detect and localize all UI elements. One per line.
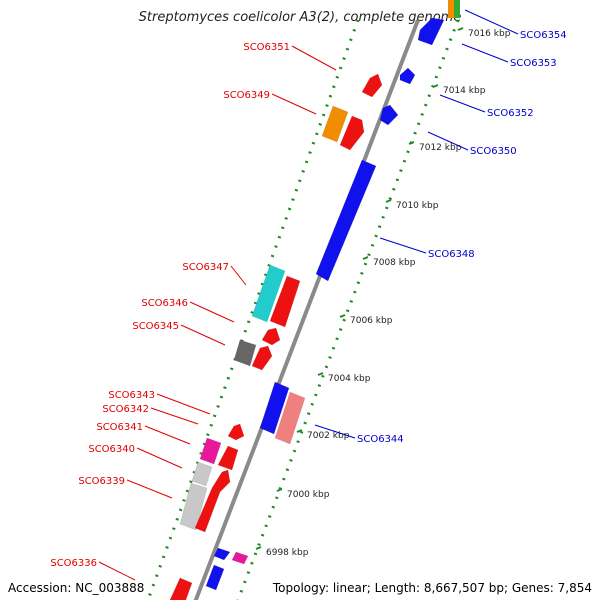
right-gene-leader-line xyxy=(439,94,486,113)
left-gene-leader-line xyxy=(136,447,183,469)
scale-label: 6998 kbp xyxy=(266,548,309,558)
gene-arrow xyxy=(231,551,249,565)
scale-tick xyxy=(339,314,346,318)
genome-title: Streptomyces coelicolor A3(2), complete … xyxy=(138,10,462,25)
gene-arrow xyxy=(205,564,225,591)
gene-arrow xyxy=(251,345,273,371)
left-gene-leader-line xyxy=(144,425,191,445)
gene-arrow xyxy=(169,577,193,600)
gene-arrow xyxy=(191,461,213,487)
accession-text: Accession: NC_003888 xyxy=(8,581,145,595)
gene-arrow xyxy=(261,327,281,346)
scale-label: 7006 kbp xyxy=(350,316,393,326)
scale-label: 7016 kbp xyxy=(468,29,511,39)
left-gene-label: SCO6346 xyxy=(141,298,188,309)
left-gene-label: SCO6351 xyxy=(243,42,290,53)
scale-tick xyxy=(255,546,262,550)
scale-tick xyxy=(432,84,439,88)
left-gene-label: SCO6345 xyxy=(132,321,179,332)
gene-arrow xyxy=(194,487,221,533)
scale-label: 7010 kbp xyxy=(396,201,439,211)
gene-arrow xyxy=(339,115,365,151)
scale-label: 7004 kbp xyxy=(328,374,371,384)
right-gene-label: SCO6350 xyxy=(470,146,517,157)
left-gene-leader-line xyxy=(291,45,337,71)
gene-arrow xyxy=(251,264,286,323)
gene-arrow xyxy=(211,469,231,493)
left-gene-label: SCO6349 xyxy=(223,90,270,101)
gene-arrow xyxy=(217,445,239,471)
right-gene-label: SCO6352 xyxy=(487,108,534,119)
left-gene-leader-line xyxy=(180,324,226,346)
left-gene-leader-line xyxy=(230,265,247,286)
gene-arrow xyxy=(315,159,377,282)
scale-tick xyxy=(385,199,392,203)
gene-arrow xyxy=(274,391,306,445)
left-gene-leader-line xyxy=(189,301,235,323)
right-gene-label: SCO6344 xyxy=(357,434,404,445)
scale-tick xyxy=(457,27,464,31)
gene-arrow xyxy=(361,73,383,98)
scale-tick xyxy=(317,372,324,376)
right-gene-label: SCO6348 xyxy=(428,249,475,260)
right-gene-leader-line xyxy=(427,131,469,151)
gene-arrow xyxy=(259,381,290,435)
gene-arrow xyxy=(213,547,231,561)
left-gene-leader-line xyxy=(98,561,136,581)
gene-arrow xyxy=(199,437,222,465)
left-gene-leader-line xyxy=(126,479,173,499)
gene-arrow xyxy=(448,0,454,18)
left-gene-label: SCO6336 xyxy=(50,558,97,569)
right-gene-label: SCO6353 xyxy=(510,58,557,69)
left-gene-leader-line xyxy=(156,393,211,415)
left-gene-label: SCO6343 xyxy=(108,390,155,401)
gene-arrow xyxy=(399,67,416,85)
gene-arrow xyxy=(379,104,399,126)
gene-arrow xyxy=(233,339,257,367)
gene-arrow xyxy=(417,17,445,46)
topology-summary-text: Topology: linear; Length: 8,667,507 bp; … xyxy=(272,581,592,595)
gene-arrow xyxy=(179,482,208,531)
scale-tick xyxy=(362,256,369,260)
scale-label: 7000 kbp xyxy=(287,490,330,500)
right-dotted-track xyxy=(236,19,460,600)
right-gene-label: SCO6354 xyxy=(520,30,567,41)
left-gene-leader-line xyxy=(150,407,199,425)
right-gene-leader-line xyxy=(464,9,519,35)
genome-backbone xyxy=(193,19,420,600)
scale-tick xyxy=(276,488,283,492)
right-gene-leader-line xyxy=(461,43,509,63)
right-gene-leader-line xyxy=(314,424,356,439)
gene-arrow xyxy=(321,105,349,143)
left-gene-label: SCO6347 xyxy=(182,262,229,273)
left-gene-label: SCO6340 xyxy=(88,444,135,455)
scale-tick xyxy=(296,429,303,433)
left-gene-leader-line xyxy=(271,93,317,115)
scale-label: 7014 kbp xyxy=(443,86,486,96)
left-dotted-track xyxy=(146,19,360,600)
scale-tick xyxy=(408,141,415,145)
scale-label: 7008 kbp xyxy=(373,258,416,268)
scale-label: 7012 kbp xyxy=(419,143,462,153)
left-gene-label: SCO6341 xyxy=(96,422,143,433)
gene-arrow xyxy=(269,275,301,328)
left-gene-label: SCO6342 xyxy=(102,404,149,415)
scale-label: 7002 kbp xyxy=(307,431,350,441)
left-gene-label: SCO6339 xyxy=(78,476,125,487)
gene-arrow xyxy=(227,423,245,441)
gene-arrow xyxy=(454,0,460,18)
right-gene-leader-line xyxy=(379,237,427,254)
